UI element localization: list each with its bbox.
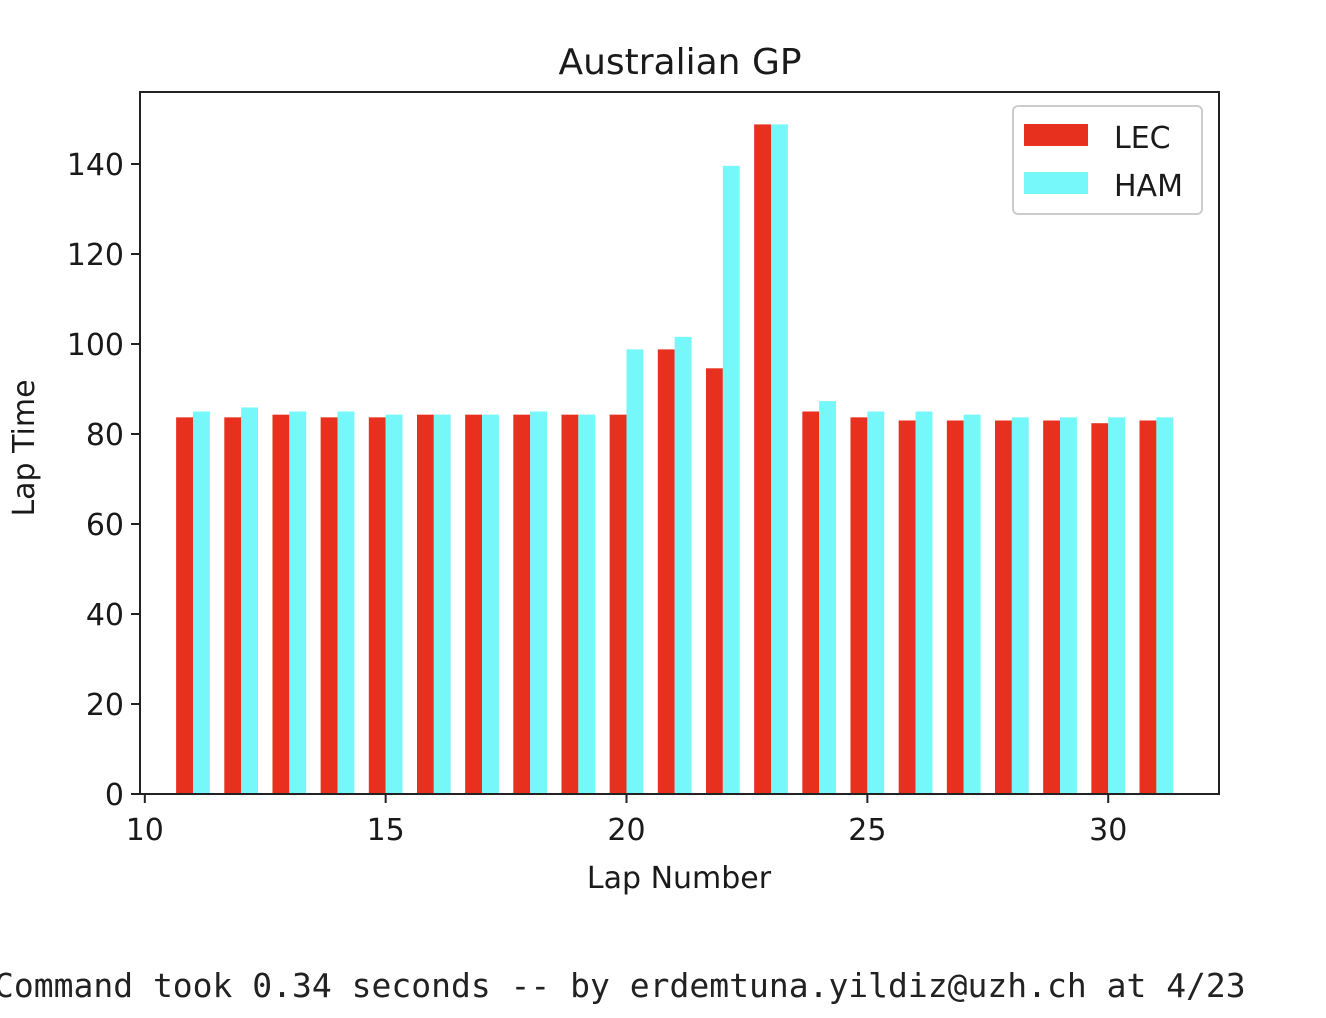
- bar-ham-lap-11: [192, 411, 210, 794]
- bar-ham-lap-15: [385, 414, 403, 794]
- legend-swatch-ham: [1024, 172, 1088, 194]
- bar-ham-lap-12: [241, 407, 259, 794]
- bar-ham-lap-31: [1156, 417, 1174, 794]
- y-tick-label-80: 80: [86, 418, 124, 453]
- bar-lec-lap-28: [995, 420, 1012, 794]
- bar-lec-lap-14: [320, 417, 338, 794]
- bar-lec-lap-19: [561, 414, 579, 794]
- bar-lec-lap-27: [946, 420, 964, 794]
- bar-ham-lap-29: [1060, 417, 1077, 794]
- bar-lec-lap-25: [850, 417, 868, 794]
- bar-ham-lap-30: [1108, 417, 1126, 794]
- y-tick-label-140: 140: [67, 148, 124, 183]
- bars-group: [176, 124, 1174, 795]
- x-tick-label-20: 20: [607, 813, 645, 848]
- y-axis-label: Lap Time: [7, 379, 42, 516]
- legend-swatch-lec: [1024, 124, 1088, 146]
- bar-ham-lap-26: [915, 411, 933, 794]
- y-tick-label-40: 40: [86, 598, 124, 633]
- chart-title: Australian GP: [558, 42, 801, 83]
- bar-ham-lap-25: [867, 411, 885, 794]
- y-tick-label-60: 60: [86, 508, 124, 543]
- bar-ham-lap-21: [674, 336, 692, 794]
- bar-lec-lap-18: [513, 414, 531, 794]
- bar-lec-lap-29: [1043, 420, 1061, 794]
- lap-time-bar-chart: Australian GP 10 15 20 25 30 0 20 40 60 80 100 120…: [7, 42, 1220, 896]
- legend-label-ham: HAM: [1114, 169, 1183, 204]
- bar-ham-lap-13: [289, 411, 307, 794]
- bar-ham-lap-16: [433, 414, 451, 794]
- bar-ham-lap-23: [771, 124, 788, 794]
- bar-ham-lap-22: [722, 165, 740, 795]
- command-status-text: Command took 0.34 seconds -- by erdemtun…: [0, 966, 1246, 1005]
- bar-lec-lap-16: [416, 414, 434, 794]
- bar-ham-lap-14: [337, 411, 355, 794]
- bar-ham-lap-28: [1011, 417, 1029, 794]
- bar-ham-lap-27: [963, 414, 981, 794]
- bar-lec-lap-21: [657, 349, 675, 794]
- legend-label-lec: LEC: [1114, 121, 1171, 156]
- bar-ham-lap-20: [626, 349, 644, 794]
- bar-lec-lap-11: [176, 417, 193, 794]
- bar-lec-lap-26: [898, 420, 916, 794]
- plot-frame: [139, 91, 1220, 795]
- x-tick-label-25: 25: [848, 813, 886, 848]
- bar-lec-lap-12: [224, 417, 242, 794]
- bar-ham-lap-19: [578, 414, 596, 794]
- y-tick-label-120: 120: [67, 238, 124, 273]
- legend: LEC HAM: [1012, 105, 1203, 215]
- bar-ham-lap-18: [530, 411, 548, 794]
- x-tick-label-10: 10: [126, 813, 164, 848]
- bar-lec-lap-17: [465, 414, 483, 794]
- bar-lec-lap-24: [802, 411, 820, 794]
- y-tick-label-100: 100: [67, 328, 124, 363]
- bar-ham-lap-17: [482, 414, 499, 794]
- x-tick-label-15: 15: [367, 813, 405, 848]
- y-axis-ticks: 0 20 40 60 80 100 120 140: [67, 148, 140, 813]
- bar-lec-lap-31: [1139, 420, 1157, 794]
- x-tick-label-30: 30: [1089, 813, 1127, 848]
- x-axis-label: Lap Number: [587, 861, 772, 896]
- bar-lec-lap-23: [754, 124, 772, 794]
- y-tick-label-20: 20: [86, 688, 124, 723]
- y-tick-label-0: 0: [105, 778, 124, 813]
- bar-lec-lap-22: [705, 368, 723, 794]
- bar-lec-lap-20: [609, 414, 627, 794]
- bar-lec-lap-30: [1091, 423, 1109, 794]
- bar-lec-lap-13: [272, 414, 290, 794]
- bar-lec-lap-15: [368, 417, 386, 794]
- bar-ham-lap-24: [819, 401, 837, 794]
- x-axis-ticks: 10 15 20 25 30: [126, 794, 1127, 848]
